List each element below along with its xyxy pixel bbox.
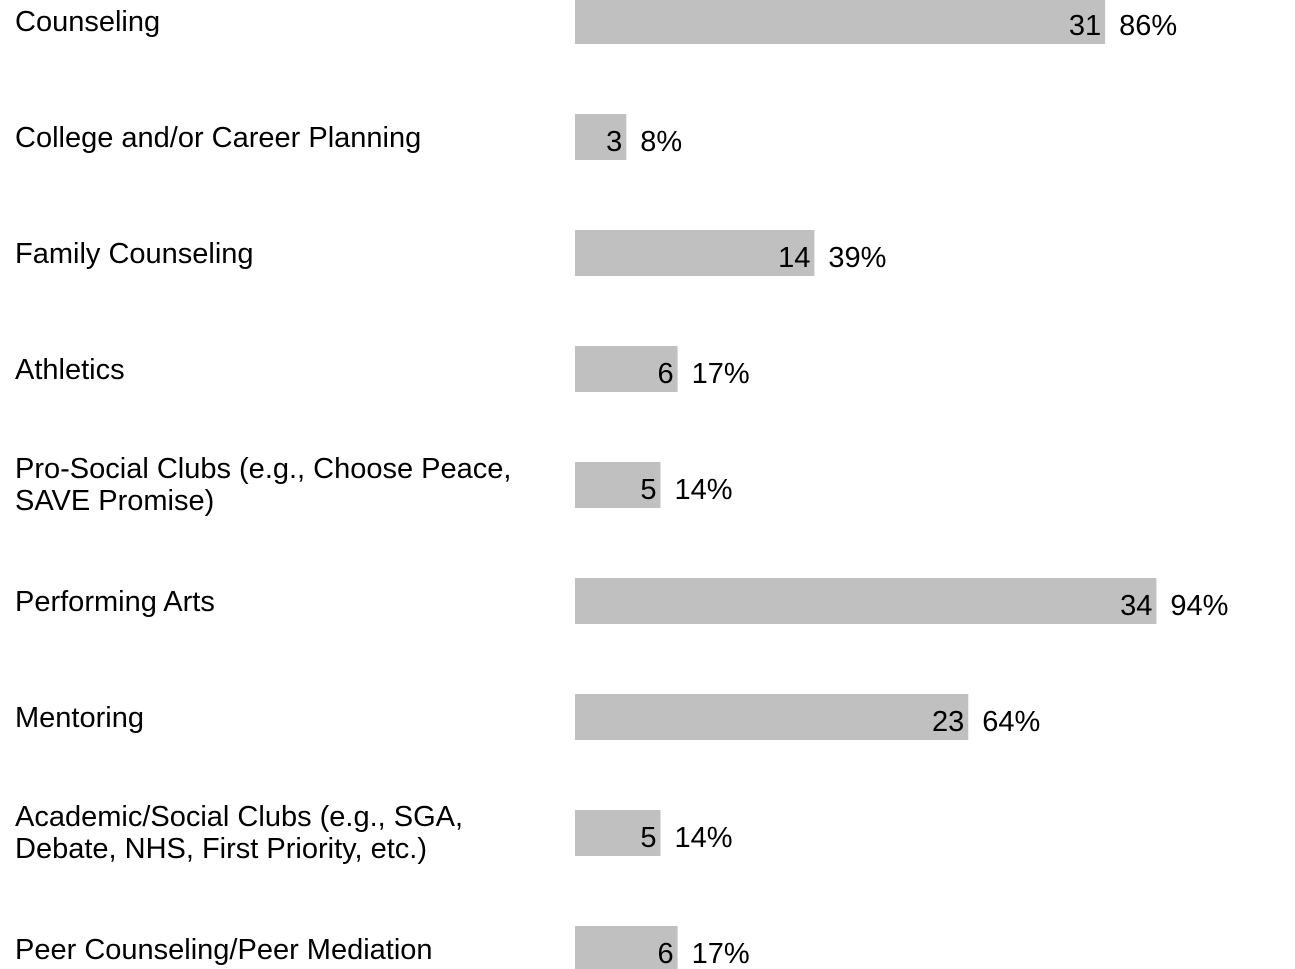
bar-value-label: 3 — [606, 126, 622, 158]
bar-percent-label: 8% — [640, 126, 682, 158]
bar-value-label: 31 — [1069, 10, 1101, 42]
bar — [575, 0, 1106, 44]
bar-percent-label: 86% — [1119, 10, 1177, 42]
category-label: Mentoring — [15, 702, 144, 734]
category-label: SAVE Promise) — [15, 485, 214, 517]
category-label: Debate, NHS, First Priority, etc.) — [15, 833, 427, 865]
bar — [575, 114, 627, 160]
bar — [575, 926, 678, 969]
bar-value-label: 6 — [657, 938, 673, 969]
bar-percent-label: 39% — [828, 242, 886, 274]
bar-percent-label: 64% — [982, 706, 1040, 738]
bar — [575, 810, 661, 856]
bar — [575, 346, 678, 392]
bar-value-label: 23 — [932, 706, 964, 738]
bar-value-label: 5 — [640, 474, 656, 506]
bar-percent-label: 94% — [1170, 590, 1228, 622]
category-label: College and/or Career Planning — [15, 122, 421, 154]
category-label: Family Counseling — [15, 238, 254, 270]
category-label: Performing Arts — [15, 586, 215, 618]
bar-percent-label: 14% — [675, 822, 733, 854]
bar — [575, 230, 815, 276]
bar — [575, 578, 1157, 624]
category-label: Academic/Social Clubs (e.g., SGA, — [15, 801, 463, 833]
category-label: Athletics — [15, 354, 125, 386]
category-label: Counseling — [15, 6, 160, 38]
category-label: Peer Counseling/Peer Mediation — [15, 934, 433, 966]
bar — [575, 462, 661, 508]
category-label: Pro-Social Clubs (e.g., Choose Peace, — [15, 453, 511, 485]
bar — [575, 694, 969, 740]
bar-value-label: 6 — [657, 358, 673, 390]
bar-value-label: 14 — [778, 242, 810, 274]
bar-percent-label: 17% — [692, 938, 750, 969]
bar-value-label: 5 — [640, 822, 656, 854]
bar-percent-label: 17% — [692, 358, 750, 390]
bar-percent-label: 14% — [675, 474, 733, 506]
bar-value-label: 34 — [1120, 590, 1152, 622]
